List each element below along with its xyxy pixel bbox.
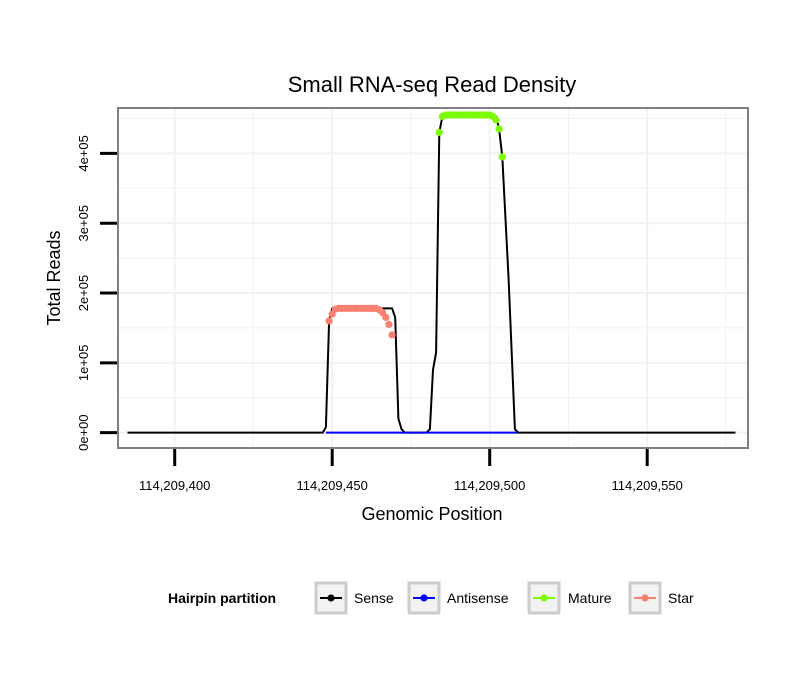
y-tick-label: 4e+05 bbox=[76, 135, 91, 172]
legend-label-star: Star bbox=[668, 590, 694, 606]
data-point-star bbox=[382, 313, 390, 321]
y-tick-label: 0e+00 bbox=[76, 414, 91, 451]
x-tick-label: 114,209,500 bbox=[454, 478, 525, 493]
y-axis-label: Total Reads bbox=[44, 230, 64, 325]
data-series bbox=[127, 111, 736, 434]
legend: Hairpin partition Sense Antisense Mature St… bbox=[168, 581, 694, 615]
data-point-mature bbox=[495, 125, 503, 133]
x-tick-label: 114,209,450 bbox=[297, 478, 368, 493]
data-point-star bbox=[325, 317, 333, 325]
grid-lines bbox=[118, 108, 748, 448]
legend-label-sense: Sense bbox=[354, 590, 394, 606]
y-tick-label: 1e+05 bbox=[76, 345, 91, 382]
x-tick-label: 114,209,550 bbox=[612, 478, 683, 493]
legend-label-mature: Mature bbox=[568, 590, 612, 606]
data-point-mature bbox=[492, 116, 500, 124]
legend-title: Hairpin partition bbox=[168, 590, 276, 606]
y-tick-label: 3e+05 bbox=[76, 205, 91, 242]
legend-dot-antisense bbox=[420, 594, 428, 602]
legend-label-antisense: Antisense bbox=[447, 590, 509, 606]
plot-panel-border bbox=[117, 107, 749, 449]
x-tick-label: 114,209,400 bbox=[139, 478, 210, 493]
legend-dot-star bbox=[641, 594, 649, 602]
chart-title: Small RNA-seq Read Density bbox=[288, 72, 577, 97]
legend-dot-sense bbox=[327, 594, 335, 602]
x-axis-ticks: 114,209,400 114,209,450 114,209,500 114,209… bbox=[139, 449, 683, 493]
data-point-mature bbox=[498, 153, 506, 161]
data-point-star bbox=[388, 331, 396, 339]
legend-dot-mature bbox=[540, 594, 548, 602]
x-axis-label: Genomic Position bbox=[361, 504, 502, 524]
y-tick-label: 2e+05 bbox=[76, 275, 91, 312]
data-point-star bbox=[385, 320, 393, 328]
y-axis-ticks: 0e+00 1e+05 2e+05 3e+05 4e+05 bbox=[76, 135, 117, 451]
data-point-mature bbox=[435, 128, 443, 136]
